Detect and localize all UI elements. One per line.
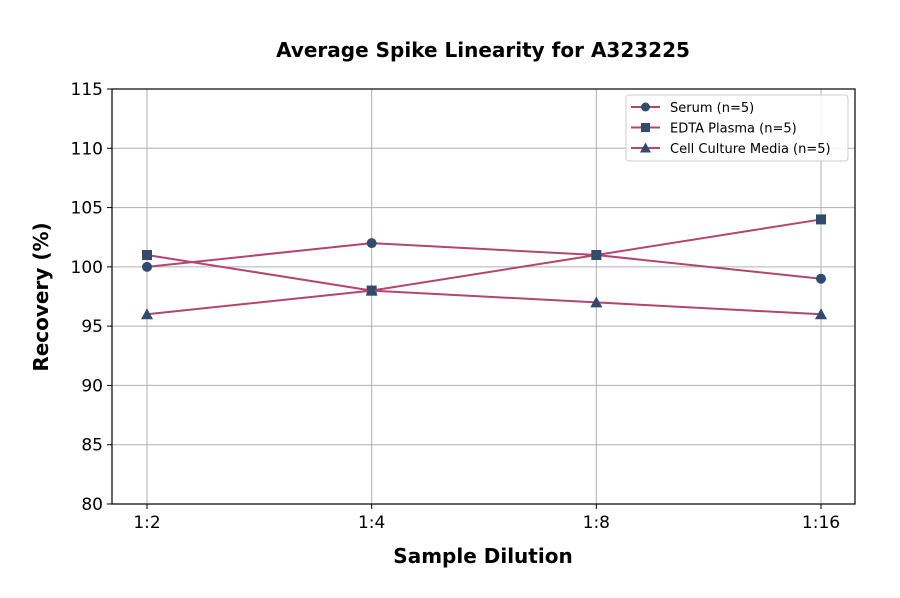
series-line-1 [146, 218, 822, 292]
x-tick-label: 1:16 [802, 513, 840, 533]
legend-label: Cell Culture Media (n=5) [670, 142, 831, 157]
data-point-triangle [590, 296, 603, 308]
y-axis-label: Recovery (%) [29, 222, 53, 371]
legend-label: Serum (n=5) [670, 101, 754, 116]
y-tick-label: 95 [81, 317, 103, 337]
data-point-square [142, 250, 152, 260]
y-tick-label: 110 [71, 139, 103, 159]
data-point-square [816, 214, 826, 225]
y-tick-label: 85 [81, 436, 103, 456]
x-tick-label: 1:4 [358, 513, 385, 533]
data-point-square [591, 250, 602, 260]
y-tick-label: 105 [71, 199, 103, 219]
y-tick-label: 90 [81, 376, 103, 396]
plot-frame [111, 88, 856, 505]
data-point-triangle [815, 308, 827, 320]
x-tick-label: 1:8 [583, 513, 610, 533]
series-line-2 [146, 289, 822, 316]
data-point-circle [366, 238, 377, 249]
legend-label: EDTA Plasma (n=5) [670, 122, 797, 137]
legend-marker-triangle [640, 142, 651, 153]
data-point-circle [142, 261, 152, 272]
x-tick-label: 1:2 [133, 513, 160, 533]
data-point-triangle [365, 284, 378, 296]
y-tick-label: 115 [71, 80, 103, 100]
legend-marker-circle [641, 102, 650, 112]
data-point-triangle [141, 308, 153, 320]
y-tick-label: 100 [71, 258, 103, 278]
legend-marker-square [641, 123, 650, 132]
data-point-circle [816, 273, 826, 284]
legend-box [625, 94, 849, 162]
chart-title: Average Spike Linearity for A323225 [276, 38, 690, 62]
y-tick-label: 80 [81, 495, 103, 515]
x-axis-label: Sample Dilution [393, 544, 572, 568]
series-line-0 [146, 242, 822, 280]
